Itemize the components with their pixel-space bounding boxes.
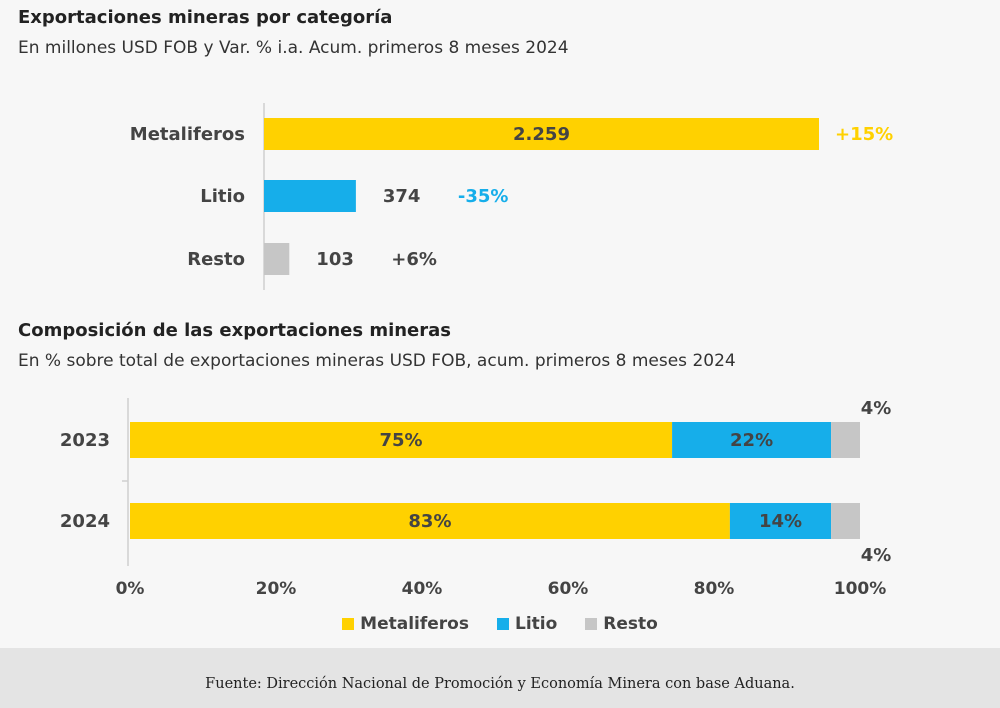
segment-label-resto-2024: 4% <box>861 545 892 566</box>
category-bar-chart: Metaliferos 2.259 +15% Litio 374 -35% Resto 103… <box>130 103 893 290</box>
value-label-litio: 374 <box>383 186 421 207</box>
segment-label-resto-2023: 4% <box>861 398 892 419</box>
segment-resto-2024 <box>831 503 860 539</box>
value-label-resto: 103 <box>316 249 354 270</box>
legend-swatch-litio <box>496 618 509 630</box>
change-label-metaliferos: +15% <box>835 124 893 145</box>
x-tick-label: 60% <box>548 579 589 599</box>
x-tick-label: 40% <box>402 579 443 599</box>
source-footer: Fuente: Dirección Nacional de Promoción … <box>0 648 1000 708</box>
category-label-litio: Litio <box>200 186 245 207</box>
bar-resto <box>264 243 290 275</box>
year-label-2024: 2024 <box>60 511 110 532</box>
segment-label-litio-2024: 14% <box>759 511 802 532</box>
chart2-title: Composición de las exportaciones mineras <box>18 320 452 341</box>
legend-swatch-resto <box>585 618 598 630</box>
x-tick-label: 100% <box>834 579 887 599</box>
segment-litio-2023 <box>672 422 832 458</box>
x-tick-label: 0% <box>116 579 145 599</box>
bar-litio <box>264 180 356 212</box>
segment-resto-2023 <box>831 422 860 458</box>
segment-label-litio-2023: 22% <box>730 430 773 451</box>
legend-item-metaliferos: Metaliferos <box>342 614 469 634</box>
composition-stacked-chart: 2023 75% 22% 4% 2024 83% 14% 4% 0% 20% 40% 60% 80% 10… <box>60 398 892 599</box>
segment-metaliferos-2024 <box>130 503 730 539</box>
segment-label-metaliferos-2024: 83% <box>408 511 451 532</box>
x-tick-label: 20% <box>256 579 297 599</box>
legend-swatch-metaliferos <box>342 618 355 630</box>
legend-label-litio: Litio <box>514 614 558 634</box>
change-label-litio: -35% <box>458 186 509 207</box>
legend-item-litio: Litio <box>496 614 558 634</box>
source-text: Fuente: Dirección Nacional de Promoción … <box>205 676 795 692</box>
legend-label-metaliferos: Metaliferos <box>360 614 469 634</box>
legend-label-resto: Resto <box>603 614 658 634</box>
x-tick-label: 80% <box>694 579 735 599</box>
segment-metaliferos-2023 <box>130 422 673 458</box>
category-label-metaliferos: Metaliferos <box>130 124 245 145</box>
chart1-subtitle: En millones USD FOB y Var. % i.a. Acum. … <box>18 38 569 58</box>
chart1-title: Exportaciones mineras por categoría <box>18 7 393 28</box>
segment-label-metaliferos-2023: 75% <box>379 430 422 451</box>
change-label-resto: +6% <box>391 249 437 270</box>
chart-legend: Metaliferos Litio Resto <box>0 614 1000 634</box>
category-label-resto: Resto <box>187 249 245 270</box>
legend-item-resto: Resto <box>585 614 658 634</box>
segment-litio-2024 <box>729 503 832 539</box>
chart2-subtitle: En % sobre total de exportaciones minera… <box>18 351 736 371</box>
year-label-2023: 2023 <box>60 430 110 451</box>
value-label-metaliferos: 2.259 <box>513 124 570 145</box>
bar-metaliferos <box>264 118 819 150</box>
